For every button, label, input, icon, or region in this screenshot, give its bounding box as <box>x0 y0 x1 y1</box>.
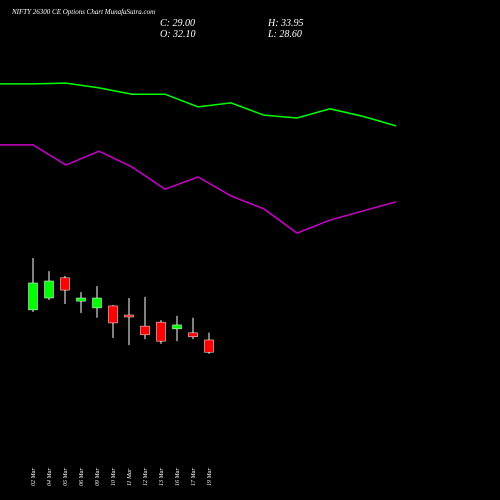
x-tick-label: 19 Mar <box>207 468 213 486</box>
x-tick-label: 16 Mar <box>175 468 181 486</box>
candle-body <box>28 282 38 311</box>
candle-body <box>124 314 134 318</box>
candle-body <box>44 280 54 299</box>
x-tick-label: 17 Mar <box>191 468 197 486</box>
x-tick-label: 06 Mar <box>79 468 85 486</box>
candle-body <box>140 325 150 336</box>
moving-average-line <box>0 144 397 234</box>
quote-open: O: 32.10 <box>160 29 196 40</box>
candle-body <box>60 277 70 291</box>
x-tick-label: 13 Mar <box>159 468 165 486</box>
candle-body <box>156 321 166 342</box>
candle-body <box>188 332 198 338</box>
x-tick-label: 12 Mar <box>143 468 149 486</box>
x-tick-label: 09 Mar <box>95 468 101 486</box>
quote-close: C: 29.00 <box>160 18 195 29</box>
quote-high: H: 33.95 <box>267 18 304 29</box>
candle-body <box>204 339 214 353</box>
x-tick-label: 05 Mar <box>63 468 69 486</box>
x-tick-label: 10 Mar <box>111 468 117 486</box>
candle-body <box>108 305 118 324</box>
moving-average-line <box>0 82 397 127</box>
quote-low: L: 28.60 <box>267 29 302 40</box>
x-tick-label: 11 Mar <box>127 468 133 486</box>
x-tick-label: 04 Mar <box>46 468 53 486</box>
chart-title: NIFTY 26300 CE Options Chart MunafaSutra… <box>11 8 155 16</box>
candle-body <box>172 324 182 330</box>
x-tick-label: 02 Mar <box>31 468 37 486</box>
candle-body <box>76 297 86 302</box>
candle-body <box>92 297 102 309</box>
